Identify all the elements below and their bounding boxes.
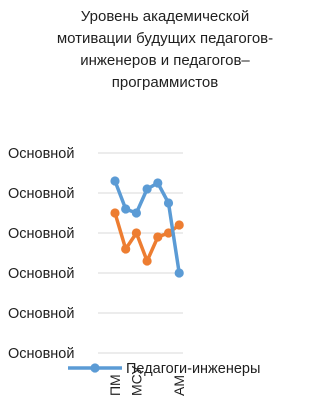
chart-title-line-2: мотивации будущих педагогов- <box>56 30 274 47</box>
data-point-series-1 <box>163 198 174 208</box>
x-tick-label: АМ <box>171 375 187 396</box>
series-layer <box>110 176 184 278</box>
chart-title-line-1: Уровень академической <box>80 8 250 25</box>
x-tick-label: ПМ <box>107 374 123 396</box>
data-point-series-2 <box>142 256 152 266</box>
legend-swatch-marker <box>90 363 100 373</box>
y-tick-label: Основной <box>8 306 74 322</box>
data-point-series-2 <box>110 208 120 218</box>
data-point-series-2 <box>174 220 184 230</box>
data-point-series-1 <box>121 204 131 214</box>
y-axis-tick-labels: Основной Основной Основной Основной Основной… <box>8 146 74 362</box>
chart-title-line-3: инженеров и педагогов– <box>80 52 250 69</box>
y-tick-label: Основной <box>8 346 74 362</box>
legend: Педагоги-инженеры <box>68 361 260 377</box>
data-point-series-1 <box>110 176 120 186</box>
grid-lines <box>98 152 183 354</box>
data-point-series-1 <box>131 208 141 218</box>
data-point-series-1 <box>142 184 152 194</box>
legend-label-series-1: Педагоги-инженеры <box>126 361 260 377</box>
data-point-series-2 <box>163 228 174 238</box>
y-tick-label: Основной <box>8 266 74 282</box>
x-axis-tick-labels: ПМ МСУ АМ <box>107 366 187 396</box>
chart-title-line-4: программистов <box>111 74 219 91</box>
data-point-series-2 <box>153 232 163 242</box>
y-tick-label: Основной <box>8 146 74 162</box>
chart-title: Уровень академической мотивации будущих … <box>20 6 310 94</box>
x-tick-label: МСУ <box>128 366 144 396</box>
data-point-series-2 <box>131 228 141 238</box>
data-point-series-2 <box>121 244 131 254</box>
y-tick-label: Основной <box>8 186 74 202</box>
data-point-series-1 <box>174 268 184 278</box>
data-point-series-1 <box>153 178 163 188</box>
y-tick-label: Основной <box>8 226 74 242</box>
